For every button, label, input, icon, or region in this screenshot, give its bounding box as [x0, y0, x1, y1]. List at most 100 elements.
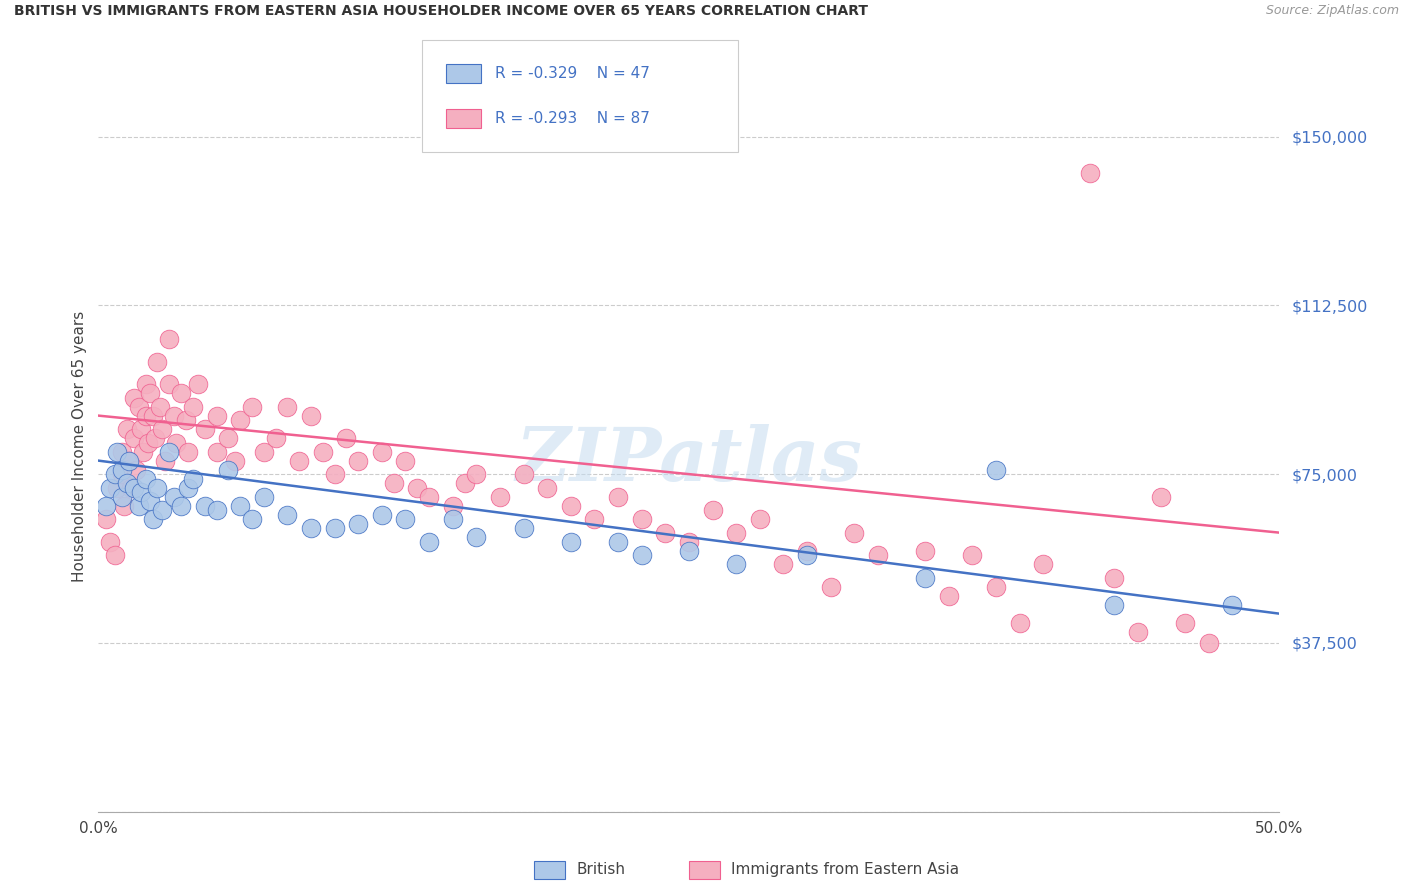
Point [111, 444, 134, 458]
Point [118, 453, 141, 467]
Point [323, 467, 346, 482]
Point [224, 453, 246, 467]
Point [205, 409, 228, 423]
Point [512, 467, 534, 482]
Point [136, 435, 159, 450]
Y-axis label: Householder Income Over 65 years: Householder Income Over 65 years [72, 310, 87, 582]
Point [382, 476, 405, 491]
Point [962, 548, 984, 562]
Point [1008, 615, 1031, 630]
Point [165, 435, 187, 450]
Point [111, 462, 134, 476]
Point [135, 472, 157, 486]
Point [1032, 557, 1054, 571]
Point [1126, 624, 1149, 639]
Point [170, 386, 193, 401]
Point [112, 499, 135, 513]
Point [914, 571, 936, 585]
Point [678, 534, 700, 549]
Point [122, 431, 145, 445]
Point [157, 444, 180, 458]
Point [796, 543, 818, 558]
Point [1102, 571, 1125, 585]
Point [725, 525, 748, 540]
Point [1174, 615, 1197, 630]
Point [163, 409, 186, 423]
Point [187, 377, 209, 392]
Point [118, 453, 141, 467]
Point [371, 444, 394, 458]
Point [111, 467, 134, 482]
Point [984, 580, 1007, 594]
Point [139, 494, 162, 508]
Point [177, 444, 200, 458]
Point [418, 490, 440, 504]
Point [347, 453, 370, 467]
Point [678, 543, 700, 558]
Point [181, 400, 204, 414]
Point [194, 422, 217, 436]
Point [139, 386, 162, 401]
Point [253, 490, 276, 504]
Point [536, 481, 558, 495]
Point [394, 512, 416, 526]
Point [1080, 165, 1102, 179]
Point [205, 444, 228, 458]
Point [820, 580, 842, 594]
Point [312, 444, 335, 458]
Point [111, 490, 134, 504]
Point [725, 557, 748, 571]
Point [796, 548, 818, 562]
Point [194, 499, 217, 513]
Point [914, 543, 936, 558]
Point [146, 354, 169, 368]
Point [177, 481, 200, 495]
Point [371, 508, 394, 522]
Point [264, 431, 287, 445]
Point [418, 534, 440, 549]
Point [135, 377, 157, 392]
Point [465, 467, 488, 482]
Point [1198, 636, 1220, 650]
Point [146, 481, 169, 495]
Point [288, 453, 311, 467]
Point [122, 481, 145, 495]
Point [105, 444, 128, 458]
Point [560, 499, 582, 513]
Point [217, 462, 239, 476]
Point [181, 472, 204, 486]
Point [489, 490, 512, 504]
Point [174, 413, 197, 427]
Point [253, 444, 276, 458]
Point [240, 400, 263, 414]
Point [129, 485, 152, 500]
Point [335, 431, 357, 445]
Point [938, 589, 960, 603]
Point [607, 490, 630, 504]
Point [149, 400, 172, 414]
Text: BRITISH VS IMMIGRANTS FROM EASTERN ASIA HOUSEHOLDER INCOME OVER 65 YEARS CORRELA: BRITISH VS IMMIGRANTS FROM EASTERN ASIA … [14, 4, 868, 19]
Point [394, 453, 416, 467]
Text: Source: ZipAtlas.com: Source: ZipAtlas.com [1265, 4, 1399, 18]
Point [157, 332, 180, 346]
Point [465, 530, 488, 544]
Point [98, 534, 121, 549]
Point [748, 512, 770, 526]
Point [129, 422, 152, 436]
Point [276, 400, 298, 414]
Point [150, 503, 173, 517]
Text: R = -0.329    N = 47: R = -0.329 N = 47 [495, 66, 650, 81]
Point [142, 512, 165, 526]
Point [844, 525, 866, 540]
Point [560, 534, 582, 549]
Point [115, 476, 138, 491]
Point [229, 413, 252, 427]
Point [1150, 490, 1173, 504]
Point [128, 400, 150, 414]
Point [512, 521, 534, 535]
Text: R = -0.293    N = 87: R = -0.293 N = 87 [495, 111, 650, 126]
Point [122, 391, 145, 405]
Point [143, 431, 166, 445]
Point [1102, 598, 1125, 612]
Point [229, 499, 252, 513]
